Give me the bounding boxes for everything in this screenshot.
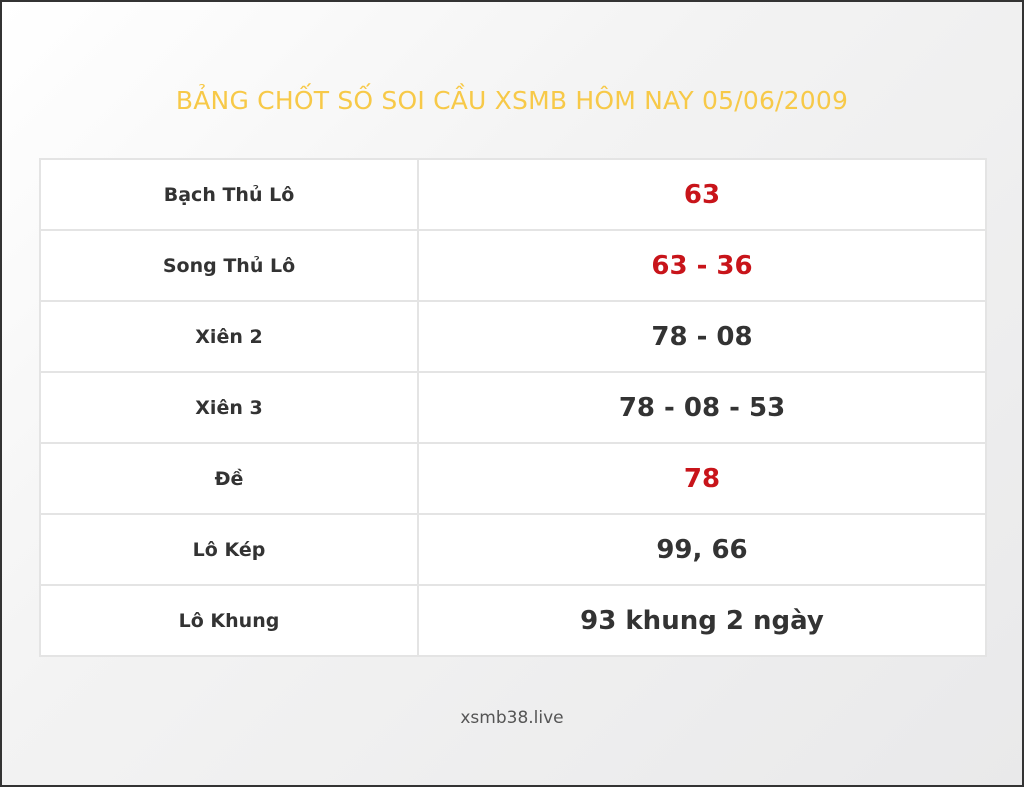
row-label: Lô Kép [39, 513, 419, 586]
row-label: Đề [39, 442, 419, 515]
row-value: 78 [417, 442, 987, 515]
row-value: 93 khung 2 ngày [417, 584, 987, 657]
row-value: 63 [417, 158, 987, 231]
row-label: Xiên 3 [39, 371, 419, 444]
row-value: 78 - 08 - 53 [417, 371, 987, 444]
row-value: 63 - 36 [417, 229, 987, 302]
table-row: Song Thủ Lô 63 - 36 [39, 229, 987, 302]
row-label: Xiên 2 [39, 300, 419, 373]
table-row: Bạch Thủ Lô 63 [39, 158, 987, 231]
table-row: Đề 78 [39, 442, 987, 515]
site-watermark: xsmb38.live [460, 708, 564, 728]
row-label: Bạch Thủ Lô [39, 158, 419, 231]
page-title: BẢNG CHỐT SỐ SOI CẦU XSMB HÔM NAY 05/06/… [175, 86, 849, 115]
table-row: Xiên 2 78 - 08 [39, 300, 987, 373]
row-label: Song Thủ Lô [39, 229, 419, 302]
table-row: Lô Kép 99, 66 [39, 513, 987, 586]
row-value: 99, 66 [417, 513, 987, 586]
table-row: Lô Khung 93 khung 2 ngày [39, 584, 987, 657]
table-row: Xiên 3 78 - 08 - 53 [39, 371, 987, 444]
row-value: 78 - 08 [417, 300, 987, 373]
prediction-table: Bạch Thủ Lô 63 Song Thủ Lô 63 - 36 Xiên 2 78 … [39, 158, 987, 657]
row-label: Lô Khung [39, 584, 419, 657]
